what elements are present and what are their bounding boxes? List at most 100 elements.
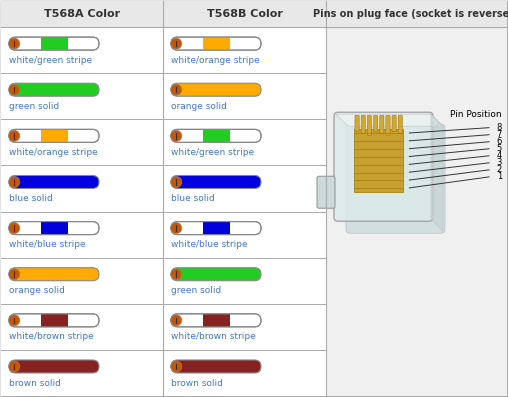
Text: blue solid: blue solid (171, 194, 215, 203)
Text: blue solid: blue solid (9, 194, 53, 203)
Bar (1, 258, 163, 304)
FancyBboxPatch shape (346, 124, 445, 233)
FancyBboxPatch shape (171, 222, 261, 235)
Ellipse shape (9, 84, 20, 95)
FancyBboxPatch shape (9, 175, 99, 189)
FancyBboxPatch shape (171, 129, 261, 143)
Bar (203, 37, 230, 50)
Bar (41, 222, 68, 235)
Bar (163, 27, 326, 73)
Ellipse shape (171, 223, 182, 233)
Ellipse shape (9, 176, 20, 187)
FancyBboxPatch shape (386, 115, 390, 135)
Bar (1, 304, 163, 350)
Text: brown solid: brown solid (9, 379, 61, 387)
Bar (163, 166, 326, 212)
Bar (163, 304, 326, 350)
FancyBboxPatch shape (317, 176, 335, 208)
Polygon shape (431, 114, 443, 231)
Text: 5: 5 (497, 144, 502, 153)
Bar (163, 258, 326, 304)
Text: T568B Color: T568B Color (207, 9, 282, 19)
Text: brown solid: brown solid (171, 379, 223, 387)
Bar (163, 119, 326, 166)
FancyBboxPatch shape (9, 268, 99, 281)
FancyBboxPatch shape (9, 222, 99, 235)
Text: white/orange stripe: white/orange stripe (171, 56, 260, 65)
FancyBboxPatch shape (9, 360, 99, 373)
Text: green solid: green solid (171, 286, 221, 295)
Bar (41, 129, 68, 143)
Bar (163, 1, 326, 27)
Ellipse shape (9, 223, 20, 233)
FancyBboxPatch shape (9, 83, 99, 96)
Bar (1, 119, 163, 166)
Bar (163, 212, 326, 258)
Bar (163, 350, 326, 396)
FancyBboxPatch shape (334, 112, 433, 221)
Ellipse shape (171, 84, 182, 95)
Bar (203, 129, 230, 143)
FancyBboxPatch shape (171, 175, 261, 189)
Ellipse shape (171, 176, 182, 187)
Polygon shape (336, 114, 443, 126)
Text: 8: 8 (497, 123, 502, 132)
Text: white/blue stripe: white/blue stripe (171, 240, 247, 249)
Text: Pins on plug face (socket is reversed): Pins on plug face (socket is reversed) (312, 9, 508, 19)
Bar (203, 222, 230, 235)
Text: 6: 6 (497, 137, 502, 146)
Bar (41, 314, 68, 327)
Bar (1, 212, 163, 258)
Bar (1, 73, 163, 119)
Text: white/green stripe: white/green stripe (171, 148, 254, 157)
FancyBboxPatch shape (379, 115, 384, 133)
Text: white/brown stripe: white/brown stripe (171, 332, 256, 341)
FancyBboxPatch shape (392, 115, 396, 131)
Ellipse shape (171, 130, 182, 141)
Bar (163, 73, 326, 119)
Ellipse shape (171, 38, 182, 49)
Bar (1, 166, 163, 212)
Text: white/brown stripe: white/brown stripe (9, 332, 94, 341)
Text: 4: 4 (497, 151, 502, 160)
Bar (41, 37, 68, 50)
Text: white/green stripe: white/green stripe (9, 56, 92, 65)
Text: white/blue stripe: white/blue stripe (9, 240, 86, 249)
FancyBboxPatch shape (9, 314, 99, 327)
Bar (354, 129, 403, 192)
Bar (1, 1, 163, 27)
Text: white/orange stripe: white/orange stripe (9, 148, 98, 157)
Ellipse shape (9, 269, 20, 280)
FancyBboxPatch shape (361, 115, 365, 133)
FancyBboxPatch shape (171, 37, 261, 50)
FancyBboxPatch shape (355, 115, 359, 131)
Ellipse shape (171, 315, 182, 326)
FancyBboxPatch shape (9, 129, 99, 143)
Text: green solid: green solid (9, 102, 59, 111)
FancyBboxPatch shape (367, 115, 371, 135)
FancyBboxPatch shape (171, 83, 261, 96)
Bar (1, 27, 163, 73)
Ellipse shape (9, 315, 20, 326)
FancyBboxPatch shape (373, 115, 378, 131)
Bar (1, 350, 163, 396)
Bar (203, 314, 230, 327)
Text: Pin Position: Pin Position (451, 110, 502, 119)
Text: 7: 7 (497, 130, 502, 139)
Ellipse shape (171, 361, 182, 372)
Text: 1: 1 (497, 172, 502, 181)
Text: 2: 2 (497, 165, 502, 174)
Bar (326, 1, 507, 27)
Ellipse shape (171, 269, 182, 280)
Bar (326, 1, 507, 396)
Text: T568A Color: T568A Color (44, 9, 120, 19)
Ellipse shape (9, 130, 20, 141)
FancyBboxPatch shape (171, 268, 261, 281)
Ellipse shape (9, 361, 20, 372)
FancyBboxPatch shape (398, 115, 402, 133)
FancyBboxPatch shape (171, 360, 261, 373)
FancyBboxPatch shape (171, 314, 261, 327)
Ellipse shape (9, 38, 20, 49)
FancyBboxPatch shape (9, 37, 99, 50)
Text: 3: 3 (497, 158, 502, 167)
